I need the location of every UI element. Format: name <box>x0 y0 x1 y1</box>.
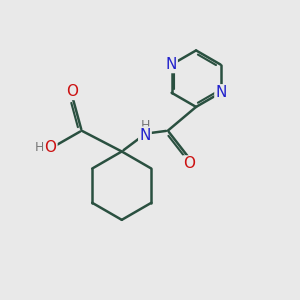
Text: N: N <box>165 57 177 72</box>
Text: O: O <box>183 157 195 172</box>
Text: N: N <box>139 128 151 142</box>
Text: O: O <box>44 140 56 155</box>
Text: N: N <box>215 85 227 100</box>
Text: H: H <box>34 141 44 154</box>
Text: O: O <box>66 84 78 99</box>
Text: H: H <box>140 119 150 132</box>
